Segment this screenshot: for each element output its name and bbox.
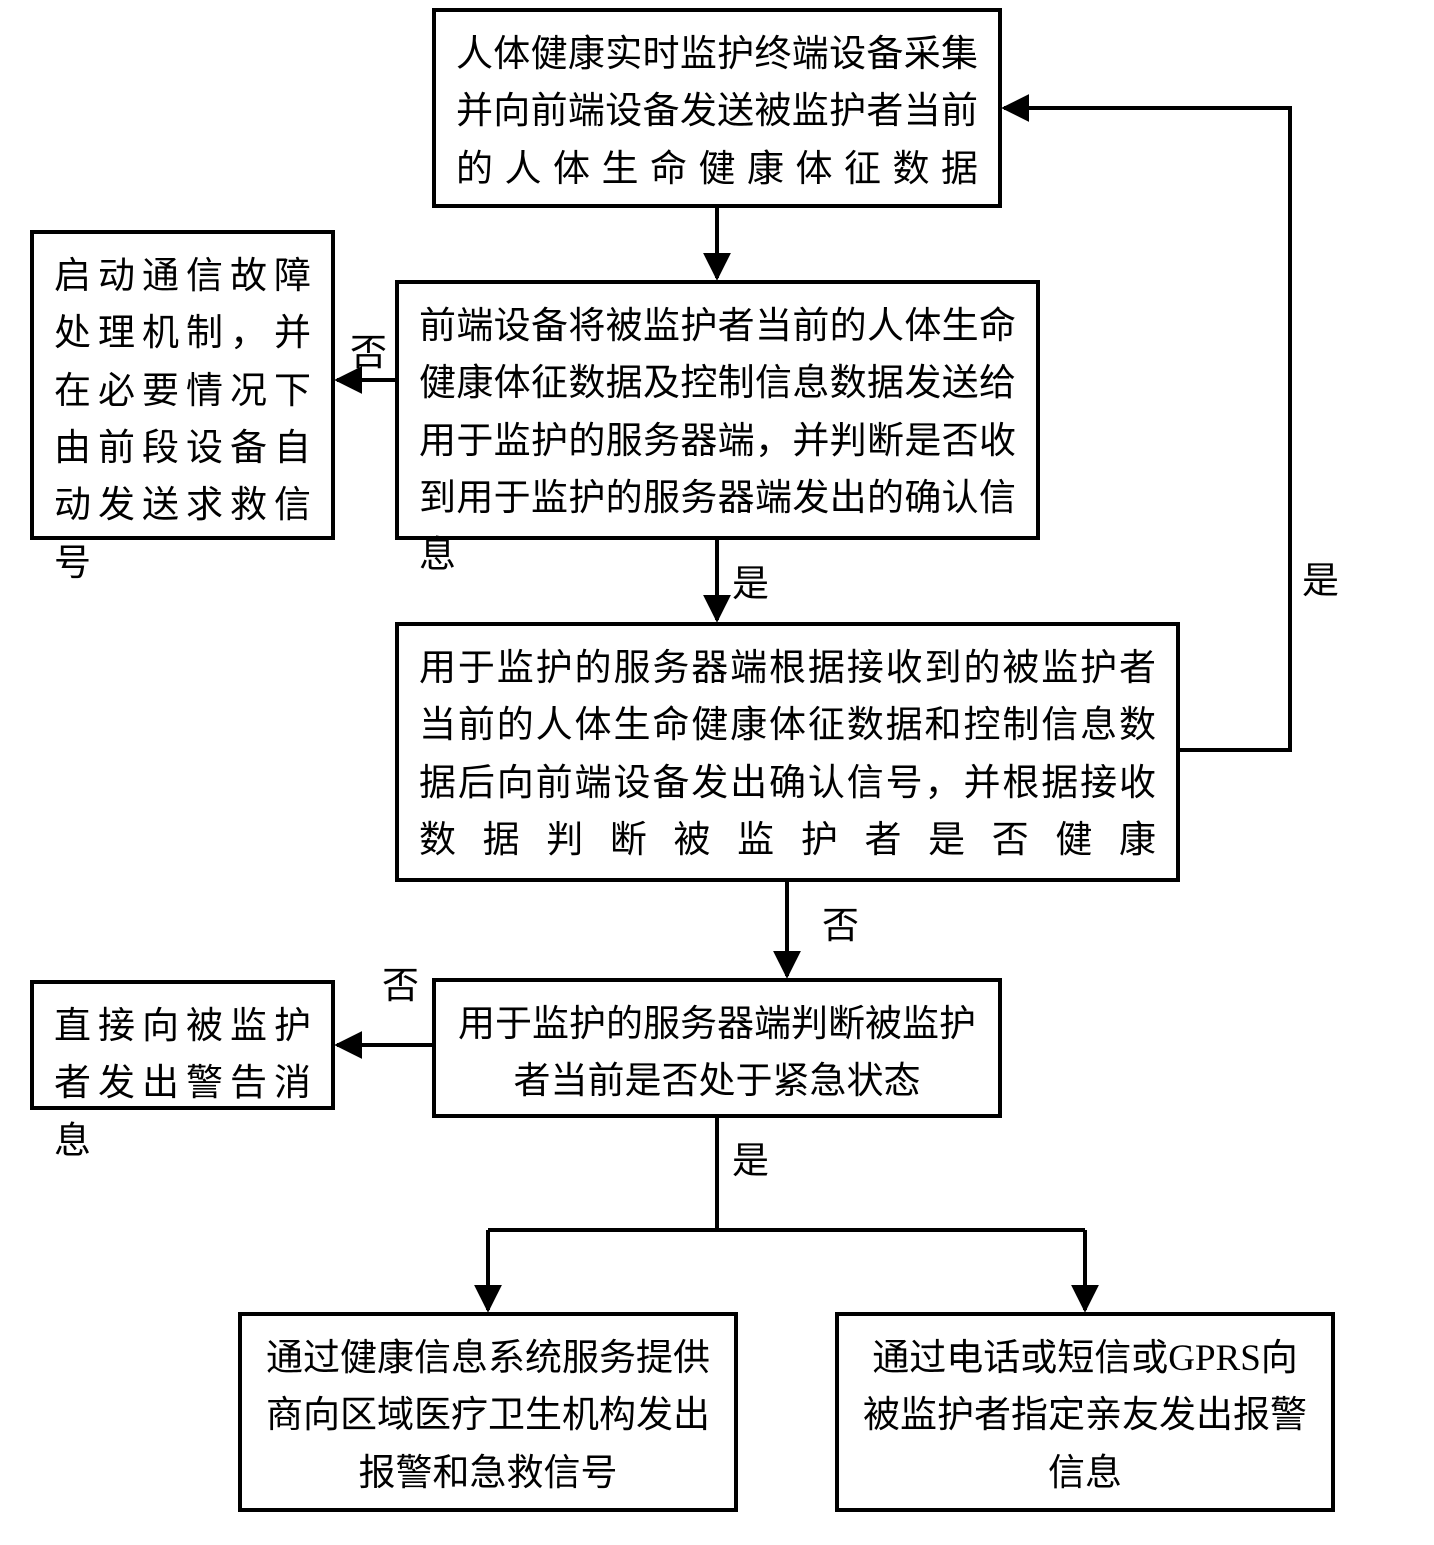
label-no2: 否	[822, 895, 859, 949]
text-fault: 启动通信故障处理机制，并在必要情况下由前段设备自动发送求救信号	[54, 256, 311, 584]
label-no3: 否	[382, 955, 419, 1009]
text-top: 人体健康实时监护终端设备采集并向前端设备发送被监护者当前的人体生命健康体征数据	[456, 34, 978, 190]
text-warn: 直接向被监护者发出警告消息	[54, 1006, 311, 1162]
label-yes1: 是	[732, 553, 769, 607]
text-server-urgent: 用于监护的服务器端判断被监护者当前是否处于紧急状态	[458, 1004, 976, 1102]
box-out-right: 通过电话或短信或GPRS向被监护者指定亲友发出报警信息	[835, 1312, 1335, 1512]
box-warn: 直接向被监护者发出警告消息	[30, 980, 335, 1110]
label-no1: 否	[350, 322, 387, 376]
box-out-left: 通过健康信息系统服务提供商向区域医疗卫生机构发出报警和急救信号	[238, 1312, 738, 1512]
text-out-right: 通过电话或短信或GPRS向被监护者指定亲友发出报警信息	[863, 1338, 1307, 1494]
text-frontend: 前端设备将被监护者当前的人体生命健康体征数据及控制信息数据发送给用于监护的服务器…	[419, 306, 1016, 576]
label-yes3: 是	[732, 1130, 769, 1184]
box-frontend: 前端设备将被监护者当前的人体生命健康体征数据及控制信息数据发送给用于监护的服务器…	[395, 280, 1040, 540]
box-top: 人体健康实时监护终端设备采集并向前端设备发送被监护者当前的人体生命健康体征数据	[432, 8, 1002, 208]
box-server-process: 用于监护的服务器端根据接收到的被监护者当前的人体生命健康体征数据和控制信息数据后…	[395, 622, 1180, 882]
text-out-left: 通过健康信息系统服务提供商向区域医疗卫生机构发出报警和急救信号	[266, 1338, 710, 1494]
label-yes2: 是	[1302, 550, 1339, 604]
box-server-urgent: 用于监护的服务器端判断被监护者当前是否处于紧急状态	[432, 978, 1002, 1118]
text-server-process: 用于监护的服务器端根据接收到的被监护者当前的人体生命健康体征数据和控制信息数据后…	[419, 648, 1156, 861]
box-fault: 启动通信故障处理机制，并在必要情况下由前段设备自动发送求救信号	[30, 230, 335, 540]
